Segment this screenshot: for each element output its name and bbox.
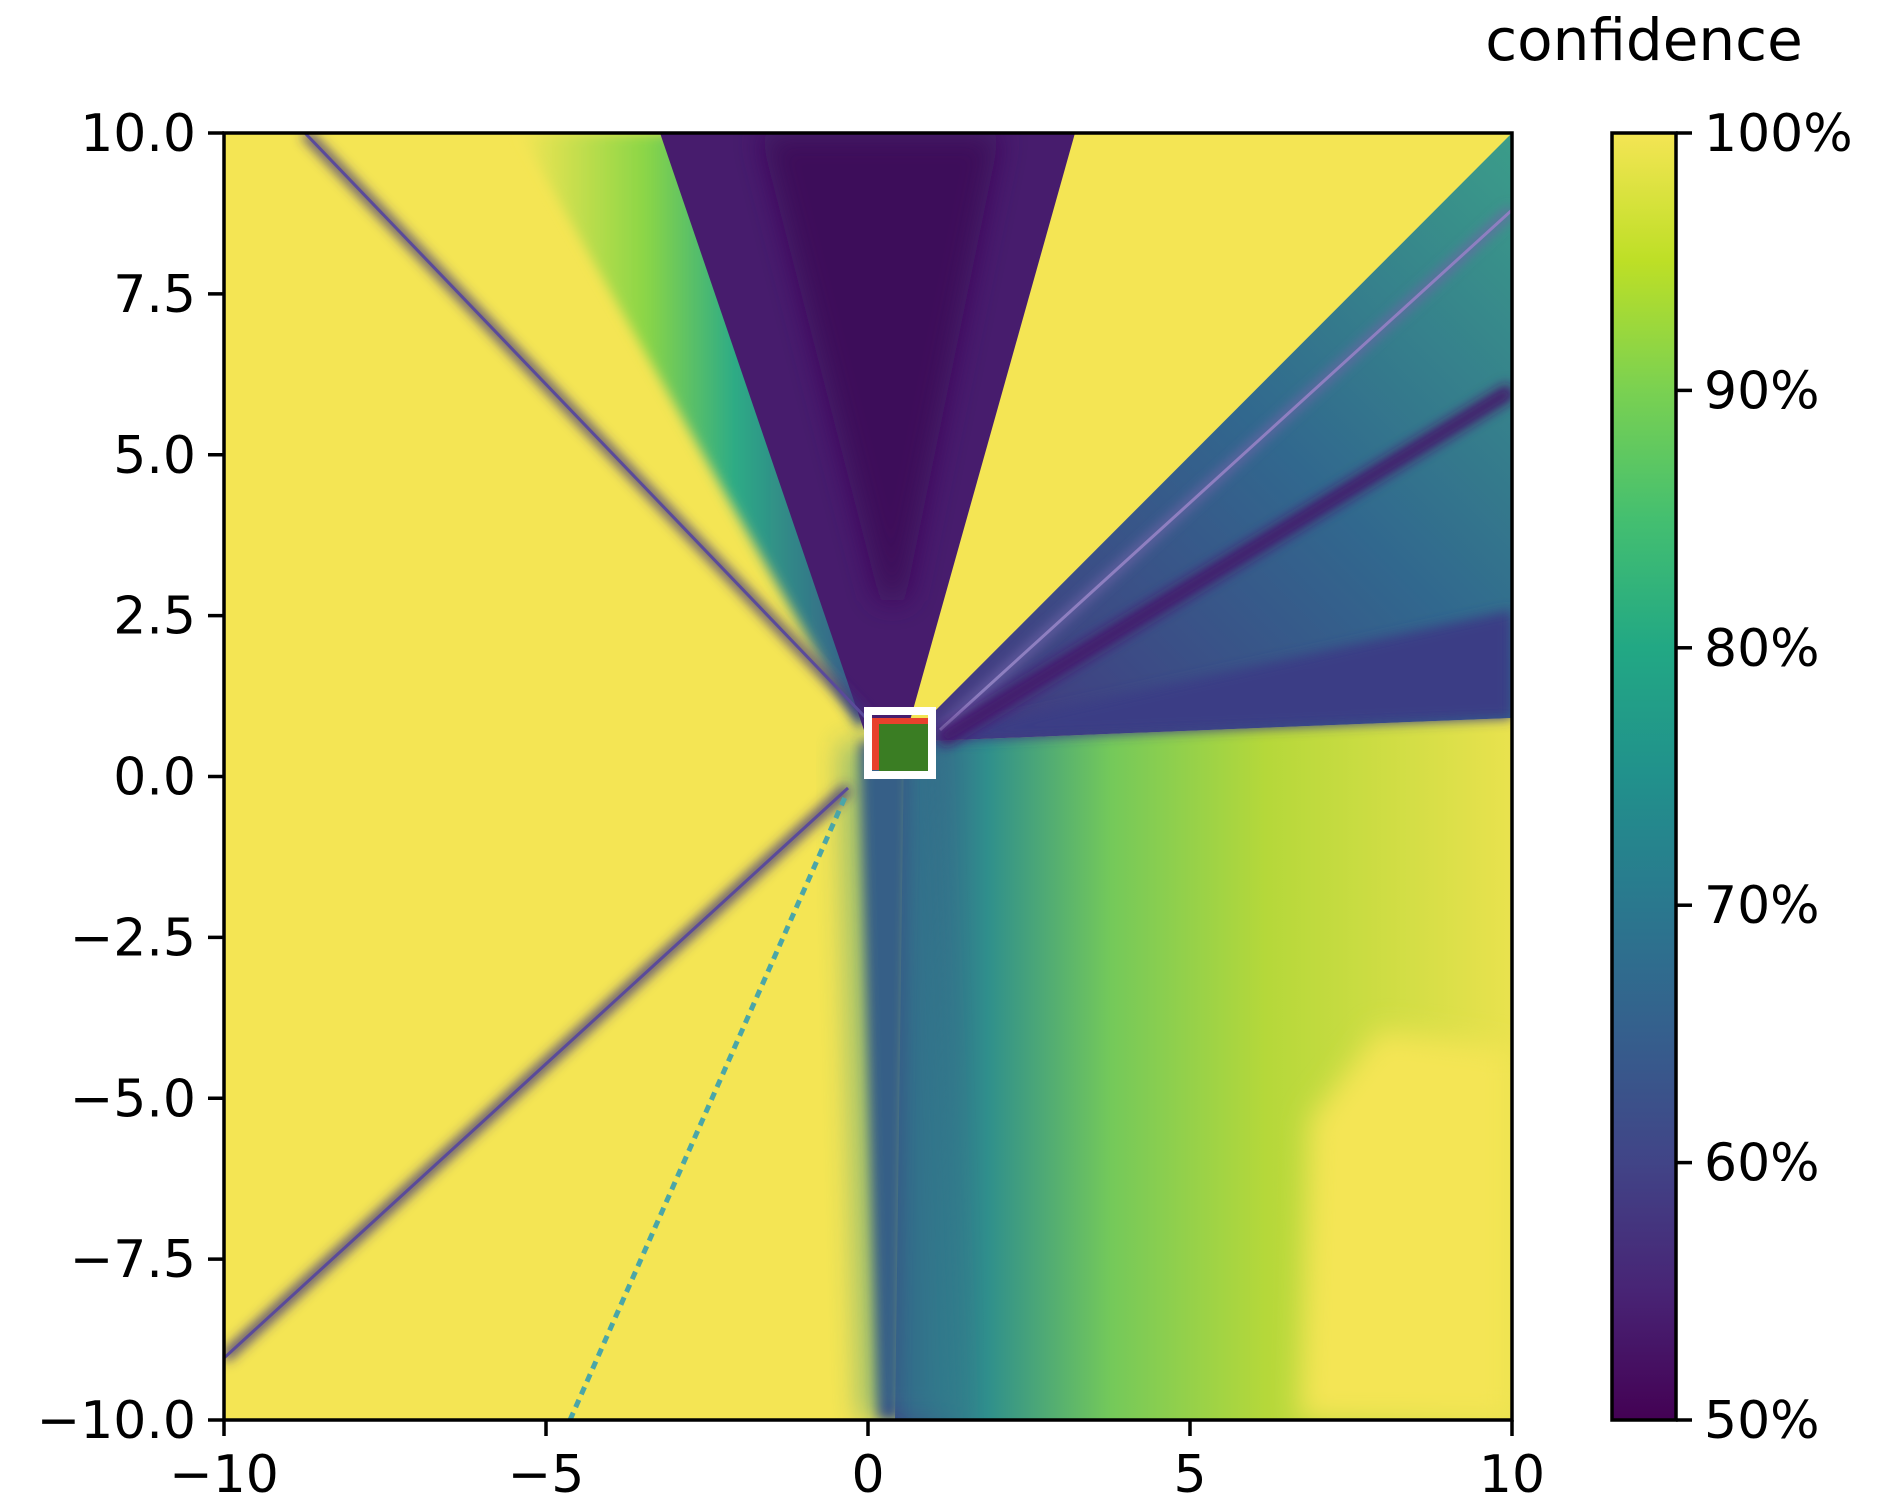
colorbar-frame xyxy=(1610,131,1678,1422)
x-tick-label: 0 xyxy=(851,1445,884,1505)
dark-transition-band xyxy=(904,610,1512,742)
colorbar: 100% 90% 80% 70% 60% 50% confidence xyxy=(1485,6,1852,1451)
colorbar-tick-label: 100% xyxy=(1704,104,1853,164)
lower-right-bright-patch xyxy=(1300,1030,1512,1420)
colorbar-gradient xyxy=(1612,133,1676,1420)
y-tick-label: 2.5 xyxy=(113,587,196,647)
heatmap-field xyxy=(224,133,1512,1420)
colorbar-tick-label: 90% xyxy=(1704,361,1820,421)
y-tick-label: 5.0 xyxy=(113,426,196,486)
highlight-square xyxy=(864,707,936,779)
ridge-upper-left-core xyxy=(303,133,868,720)
y-tick-label: −2.5 xyxy=(70,908,196,968)
y-tick-label: 10.0 xyxy=(80,104,196,164)
ridge-upper-right-core xyxy=(938,208,1512,732)
x-tick-label: 10 xyxy=(1479,1445,1545,1505)
ridge-lower-left-core xyxy=(224,786,850,1360)
y-tick-label: 0.0 xyxy=(113,748,196,808)
y-axis: 10.0 7.5 5.0 2.5 0.0 −2.5 −5.0 −7.5 −10.0 xyxy=(37,104,224,1451)
lower-stem-glow xyxy=(840,742,960,1420)
y-tick-label: −5.0 xyxy=(70,1069,196,1129)
inner-green-patch xyxy=(879,724,931,772)
y-tick-label: −10.0 xyxy=(37,1391,196,1451)
cyan-band-top xyxy=(520,133,878,730)
x-tick-label: 5 xyxy=(1173,1445,1206,1505)
top-center-deep xyxy=(760,133,1000,600)
colorbar-tick-label: 70% xyxy=(1704,876,1820,936)
x-axis: −10 −5 0 5 10 xyxy=(169,1420,1545,1505)
colorbar-tick-label: 80% xyxy=(1704,619,1820,679)
y-tick-label: −7.5 xyxy=(70,1230,196,1290)
colorbar-tick-label: 50% xyxy=(1704,1391,1820,1451)
y-tick-label: 7.5 xyxy=(113,265,196,325)
colorbar-title: confidence xyxy=(1485,6,1803,74)
ridge-right xyxy=(935,383,1512,747)
x-tick-label: −5 xyxy=(508,1445,585,1505)
region-upper-right xyxy=(904,133,1512,742)
highlight-box-outline xyxy=(864,707,936,779)
x-tick-label: −10 xyxy=(169,1445,279,1505)
ridge-dashed-lower xyxy=(567,793,849,1420)
colorbar-ticks: 100% 90% 80% 70% 60% 50% xyxy=(1676,104,1853,1451)
colorbar-tick-label: 60% xyxy=(1704,1134,1820,1194)
